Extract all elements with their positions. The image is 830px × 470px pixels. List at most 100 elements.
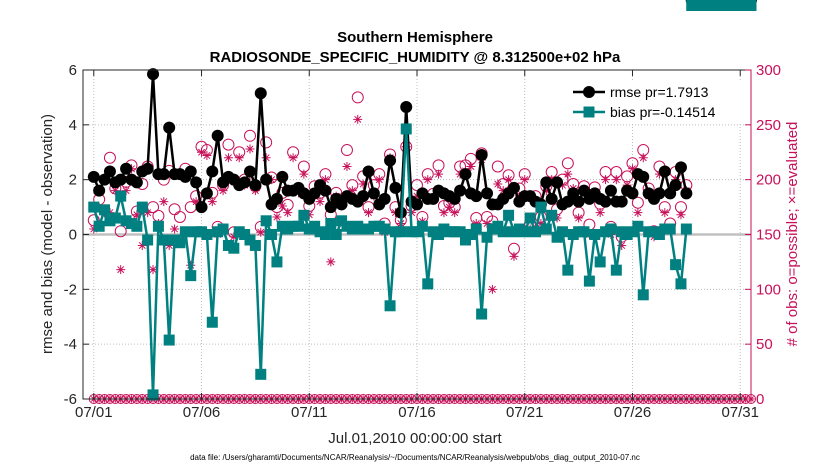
bias-point	[680, 223, 692, 235]
evaluated-obs-marker	[423, 175, 433, 185]
bias-point	[201, 229, 213, 240]
evaluated-obs-marker	[633, 208, 643, 218]
rmse-point	[157, 168, 170, 181]
rmse-point	[653, 187, 666, 200]
evaluated-obs-marker	[132, 210, 142, 220]
evaluated-obs-marker	[320, 175, 330, 185]
possible-obs-marker	[340, 144, 353, 157]
bias-point	[384, 300, 396, 312]
y-axis-right-label: # of obs: o=possible; ×=evaluated	[784, 122, 801, 347]
rmse-point	[545, 192, 558, 205]
evaluated-obs-marker	[412, 191, 422, 201]
evaluated-obs-marker	[116, 265, 126, 275]
evaluated-obs-marker	[676, 210, 686, 220]
rmse-point	[238, 176, 251, 189]
evaluated-obs-marker	[611, 175, 621, 185]
bias-point	[594, 256, 606, 268]
rmse-point	[206, 165, 219, 178]
evaluated-obs-marker	[358, 179, 368, 189]
bias-point	[637, 289, 649, 301]
rmse-point	[470, 190, 483, 203]
bias-point	[266, 229, 278, 240]
bias-point	[481, 231, 493, 243]
bias-point	[578, 226, 590, 238]
bias-point	[556, 226, 568, 238]
evaluated-obs-marker	[434, 169, 444, 179]
x-tick-label: 07/21	[506, 404, 544, 421]
data-file-footnote: data file: /Users/gharamti/Documents/NCA…	[190, 453, 640, 462]
rmse-point	[270, 192, 283, 205]
bias-point	[530, 226, 542, 238]
rmse-point	[658, 165, 671, 178]
rmse-point	[454, 184, 467, 197]
rmse-point	[378, 192, 391, 205]
rmse-point	[481, 187, 494, 200]
bias-point	[745, 0, 757, 11]
bias-point	[152, 220, 164, 232]
chart-subtitle: RADIOSONDE_SPECIFIC_HUMIDITY @ 8.312500e…	[210, 49, 621, 66]
evaluated-obs-marker	[342, 162, 352, 172]
bias-point	[497, 226, 509, 238]
rmse-point	[319, 184, 332, 197]
bias-point	[540, 223, 552, 235]
rmse-point	[190, 176, 203, 189]
bias-point	[610, 264, 622, 276]
y-left-tick-label: -2	[64, 281, 77, 298]
bias-point	[416, 220, 428, 232]
bias-point	[476, 308, 488, 320]
evaluated-obs-marker	[574, 213, 584, 223]
evaluated-obs-marker	[520, 175, 530, 185]
evaluated-obs-marker	[439, 208, 449, 218]
y-right-tick-label: 150	[756, 227, 781, 244]
bias-point	[562, 264, 574, 276]
evaluated-obs-marker	[627, 164, 637, 174]
evaluated-obs-marker	[202, 151, 212, 161]
rmse-point	[680, 187, 693, 200]
evaluated-obs-marker	[504, 175, 514, 185]
rmse-point	[260, 173, 273, 186]
rmse-point	[475, 148, 488, 161]
evaluated-obs-marker	[595, 208, 605, 218]
bias-point	[503, 209, 515, 221]
evaluated-obs-marker	[347, 186, 357, 196]
bias-point	[330, 229, 342, 240]
bias-point	[142, 234, 154, 246]
rmse-point	[674, 161, 687, 174]
rmse-point	[384, 154, 397, 167]
bias-point	[217, 223, 229, 235]
y-right-tick-label: 300	[756, 62, 781, 79]
evaluated-obs-marker	[218, 186, 228, 196]
evaluated-obs-marker	[547, 175, 557, 185]
bias-point	[99, 204, 111, 216]
rmse-point	[626, 187, 639, 200]
y-axis-left-label: rmse and bias (model - observation)	[39, 114, 56, 354]
evaluated-obs-marker	[557, 180, 567, 190]
bias-point	[583, 275, 595, 287]
tick-layer: 07/01 07/06 07/11 07/16 07/21 07/26 07/31 -6 -4 -…	[64, 62, 781, 421]
y-left-tick-label: 6	[69, 62, 77, 79]
evaluated-obs-marker	[466, 162, 476, 172]
legend-box	[568, 80, 746, 124]
bias-point	[670, 259, 682, 271]
bias-point	[395, 226, 407, 238]
bias-point	[88, 201, 100, 213]
rmse-point	[141, 162, 154, 175]
rmse-point	[103, 165, 116, 178]
evaluated-obs-marker	[283, 208, 293, 218]
y-left-tick-label: -6	[64, 391, 77, 408]
bias-point	[400, 123, 412, 135]
legend: rmse pr=1.7913 bias pr=-0.14514	[568, 80, 746, 124]
evaluated-obs-marker	[315, 197, 325, 207]
bias-point	[535, 201, 547, 213]
rmse-point	[540, 176, 553, 189]
rmse-point	[195, 201, 208, 214]
evaluated-obs-marker	[654, 169, 664, 179]
x-tick-label: 07/01	[75, 404, 113, 421]
y-left-tick-label: 0	[69, 227, 77, 244]
bias-point	[260, 215, 272, 227]
y-left-tick-label: 2	[69, 172, 77, 189]
bias-point	[546, 209, 558, 221]
bias-point	[589, 229, 601, 240]
evaluated-obs-marker	[256, 227, 266, 237]
rmse-point	[367, 187, 380, 200]
